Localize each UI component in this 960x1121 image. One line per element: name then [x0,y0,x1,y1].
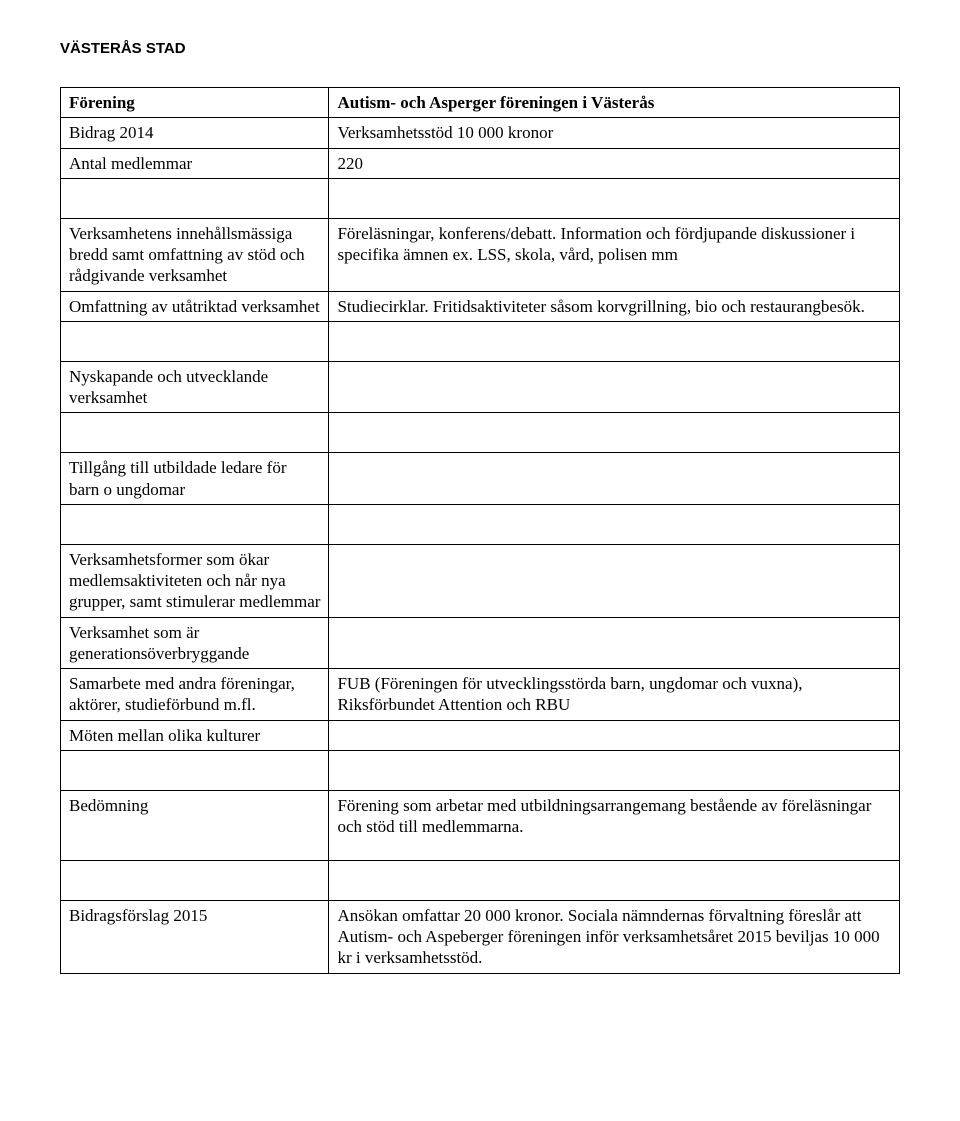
row-value: Förening som arbetar med utbildningsarra… [329,790,900,860]
row-value: Ansökan omfattar 20 000 kronor. Sociala … [329,900,900,973]
table-row: Verksamhet som är generationsöverbryggan… [61,617,900,669]
row-value: 220 [329,148,900,178]
spacer-cell [61,321,329,361]
spacer-cell [61,413,329,453]
spacer-cell [329,504,900,544]
row-value [329,453,900,505]
table-row: Antal medlemmar 220 [61,148,900,178]
row-value [329,720,900,750]
spacer-row [61,178,900,218]
spacer-cell [61,504,329,544]
row-value [329,361,900,413]
spacer-cell [61,860,329,900]
spacer-cell [61,178,329,218]
table-row: Verksamhetsformer som ökar medlemsaktivi… [61,544,900,617]
row-label: Möten mellan olika kulturer [61,720,329,750]
row-value: Föreläsningar, konferens/debatt. Informa… [329,218,900,291]
document-page: VÄSTERÅS STAD Förening Autism- och Asper… [0,0,960,1034]
spacer-row [61,504,900,544]
spacer-cell [329,178,900,218]
spacer-row [61,413,900,453]
spacer-cell [329,860,900,900]
table-row: Omfattning av utåtriktad verksamhet Stud… [61,291,900,321]
table-row: Bedömning Förening som arbetar med utbil… [61,790,900,860]
page-header: VÄSTERÅS STAD [60,40,900,57]
row-label: Samarbete med andra föreningar, aktörer,… [61,669,329,721]
table-row: Samarbete med andra föreningar, aktörer,… [61,669,900,721]
row-label: Bidragsförslag 2015 [61,900,329,973]
row-value [329,544,900,617]
row-label: Omfattning av utåtriktad verksamhet [61,291,329,321]
row-label: Nyskapande och utvecklande verksamhet [61,361,329,413]
table-row: Bidrag 2014 Verksamhetsstöd 10 000 krono… [61,118,900,148]
row-label: Verksamhetsformer som ökar medlemsaktivi… [61,544,329,617]
title-value: Autism- och Asperger föreningen i Väster… [329,88,900,118]
row-label: Verksamhet som är generationsöverbryggan… [61,617,329,669]
table-row: Möten mellan olika kulturer [61,720,900,750]
spacer-row [61,750,900,790]
spacer-row [61,321,900,361]
title-row: Förening Autism- och Asperger föreningen… [61,88,900,118]
spacer-row [61,860,900,900]
table-row: Bidragsförslag 2015 Ansökan omfattar 20 … [61,900,900,973]
row-label: Verksamhetens innehållsmässiga bredd sam… [61,218,329,291]
row-label: Bedömning [61,790,329,860]
row-value: Verksamhetsstöd 10 000 kronor [329,118,900,148]
row-value: Studiecirklar. Fritidsaktiviteter såsom … [329,291,900,321]
table-row: Tillgång till utbildade ledare för barn … [61,453,900,505]
table-row: Nyskapande och utvecklande verksamhet [61,361,900,413]
spacer-cell [329,750,900,790]
spacer-cell [329,413,900,453]
row-label: Antal medlemmar [61,148,329,178]
spacer-cell [61,750,329,790]
row-label: Bidrag 2014 [61,118,329,148]
table-row: Verksamhetens innehållsmässiga bredd sam… [61,218,900,291]
row-value: FUB (Föreningen för utvecklingsstörda ba… [329,669,900,721]
main-table: Förening Autism- och Asperger föreningen… [60,87,900,974]
title-label: Förening [61,88,329,118]
row-value [329,617,900,669]
row-label: Tillgång till utbildade ledare för barn … [61,453,329,505]
spacer-cell [329,321,900,361]
